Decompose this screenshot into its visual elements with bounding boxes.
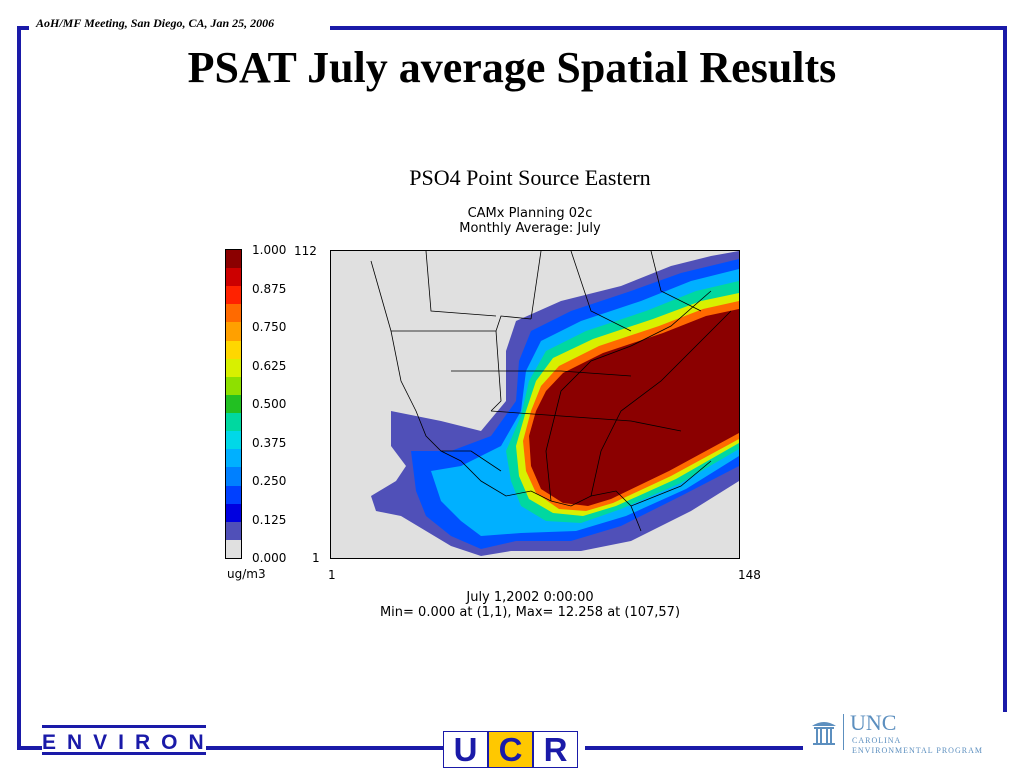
- colorbar-segment: [226, 431, 241, 450]
- colorbar-segment: [226, 521, 241, 541]
- ucr-logo: U C R: [443, 731, 585, 768]
- plot-subtitle-model: CAMx Planning 02c: [467, 206, 593, 221]
- colorbar-segment: [226, 286, 241, 305]
- colorbar-tick-label: 0.375: [252, 435, 287, 450]
- frame-left-border: [17, 26, 21, 750]
- plot-title: PSO4 Point Source Eastern: [409, 165, 651, 190]
- environ-logo: ENVIRON: [42, 725, 206, 755]
- colorbar-tick-label: 0.750: [252, 320, 287, 334]
- frame-top-border: [330, 26, 1006, 30]
- slide-title: PSAT July average Spatial Results: [187, 43, 837, 92]
- colorbar-segment: [226, 376, 241, 396]
- y-axis-max-label: 112: [294, 244, 317, 258]
- meeting-header: AoH/MF Meeting, San Diego, CA, Jan 25, 2…: [36, 16, 275, 30]
- colorbar-segment: [226, 268, 241, 287]
- x-axis-min-label: 1: [328, 568, 336, 582]
- ucr-logo-c: C: [488, 731, 533, 768]
- colorbar-segment: [226, 340, 241, 360]
- colorbar-segment: [226, 394, 241, 414]
- colorbar-tick-label: 0.250: [252, 474, 287, 488]
- map-svg: [331, 251, 739, 558]
- colorbar-segment: [226, 449, 241, 468]
- unc-subtitle-line2: ENVIRONMENTAL PROGRAM: [852, 746, 983, 755]
- old-well-icon: [812, 722, 836, 745]
- colorbar-tick-label: 0.125: [252, 512, 287, 527]
- plot-subtitle-period: Monthly Average: July: [459, 221, 601, 236]
- unc-logo: [803, 712, 1008, 752]
- colorbar-segment: [226, 467, 241, 487]
- colorbar-segment: [226, 304, 241, 323]
- minmax-label: Min= 0.000 at (1,1), Max= 12.258 at (107…: [379, 605, 681, 620]
- ucr-logo-r: R: [533, 731, 578, 768]
- frame-right-border: [1003, 26, 1007, 750]
- units-label: ug/m3: [227, 567, 266, 581]
- x-axis-max-label: 148: [738, 568, 761, 582]
- colorbar-segment: [226, 250, 241, 269]
- colorbar: [225, 249, 242, 559]
- ucr-logo-u: U: [443, 731, 488, 768]
- colorbar-segment: [226, 413, 241, 432]
- timestamp-label: July 1,2002 0:00:00: [466, 590, 594, 605]
- y-axis-min-label: 1: [312, 551, 320, 565]
- colorbar-segment: [226, 322, 241, 342]
- colorbar-tick-label: 1.000: [252, 243, 287, 257]
- colorbar-tick-label: 0.625: [252, 358, 287, 373]
- colorbar-segment: [226, 539, 241, 559]
- colorbar-segment: [226, 485, 241, 505]
- colorbar-segment: [226, 503, 241, 523]
- colorbar-tick-label: 0.875: [252, 281, 287, 296]
- unc-divider: [843, 714, 844, 750]
- colorbar-segment: [226, 358, 241, 378]
- colorbar-tick-label: 0.500: [252, 397, 287, 411]
- concentration-map: [330, 250, 740, 559]
- unc-subtitle-line1: CAROLINA: [852, 736, 902, 745]
- colorbar-tick-label: 0.000: [252, 551, 287, 565]
- frame-left-cap: [17, 26, 29, 30]
- unc-name: UNC: [850, 710, 897, 735]
